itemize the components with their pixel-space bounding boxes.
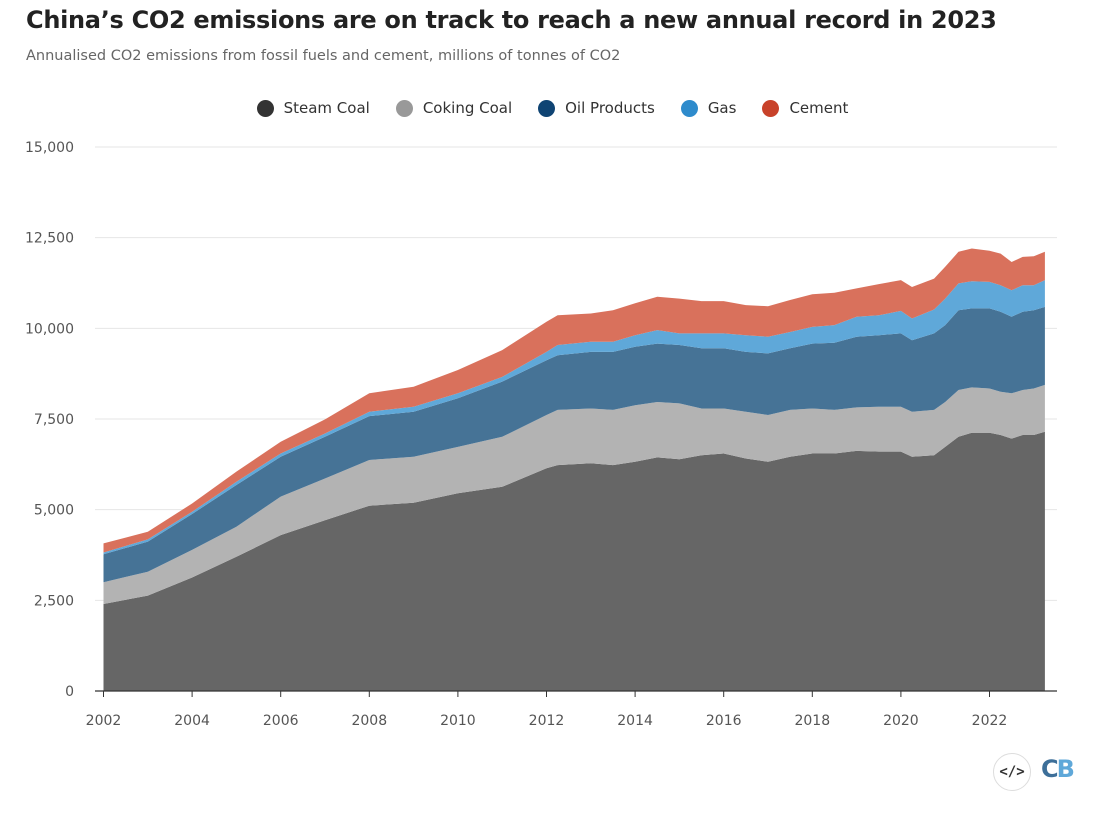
x-tick-label: 2008 xyxy=(351,713,387,729)
legend-label: Coking Coal xyxy=(422,99,513,117)
carbon-brief-logo: CB xyxy=(1041,755,1075,783)
area-cement xyxy=(103,248,1045,553)
y-tick-label: 12,500 xyxy=(25,231,74,247)
x-tick-label: 2006 xyxy=(263,713,299,729)
y-tick-label: 7,500 xyxy=(34,412,74,428)
area-oil-products xyxy=(103,306,1045,583)
x-tick-label: 2020 xyxy=(883,713,919,729)
chart-title: China’s CO2 emissions are on track to re… xyxy=(26,6,997,34)
legend-item-oil-products[interactable]: Oil Products xyxy=(538,99,655,117)
legend-swatch xyxy=(256,99,274,117)
x-tick-label: 2018 xyxy=(794,713,830,729)
chart-subtitle: Annualised CO2 emissions from fossil fue… xyxy=(26,48,621,64)
y-tick-label: 15,000 xyxy=(25,140,74,156)
x-tick-label: 2012 xyxy=(529,713,565,729)
y-tick-label: 2,500 xyxy=(34,593,74,609)
y-tick-label: 5,000 xyxy=(34,503,74,519)
x-tick-label: 2002 xyxy=(86,713,122,729)
area-gas xyxy=(103,280,1045,555)
area-coking-coal xyxy=(103,384,1045,604)
x-tick-label: 2004 xyxy=(174,713,210,729)
x-tick-label: 2010 xyxy=(440,713,476,729)
x-tick-label: 2022 xyxy=(972,713,1008,729)
legend-swatch xyxy=(680,99,698,117)
legend-item-cement[interactable]: Cement xyxy=(762,99,848,117)
x-tick-label: 2014 xyxy=(617,713,653,729)
legend-label: Gas xyxy=(707,99,737,117)
legend-swatch xyxy=(762,99,780,117)
y-tick-label: 10,000 xyxy=(25,321,74,337)
legend-label: Cement xyxy=(789,99,849,117)
area-steam-coal xyxy=(103,431,1045,691)
legend-item-gas[interactable]: Gas xyxy=(680,99,737,117)
legend-label: Oil Products xyxy=(565,99,655,117)
legend-swatch xyxy=(538,99,556,117)
legend: Steam Coal Coking Coal Oil Products Gas … xyxy=(0,99,1105,117)
code-icon: </> xyxy=(999,764,1025,780)
legend-item-coking-coal[interactable]: Coking Coal xyxy=(395,99,513,117)
embed-code-button[interactable]: </> xyxy=(993,753,1031,791)
x-tick-label: 2016 xyxy=(706,713,742,729)
legend-label: Steam Coal xyxy=(283,99,370,117)
legend-swatch xyxy=(395,99,413,117)
y-tick-label: 0 xyxy=(65,684,74,700)
legend-item-steam-coal[interactable]: Steam Coal xyxy=(256,99,370,117)
